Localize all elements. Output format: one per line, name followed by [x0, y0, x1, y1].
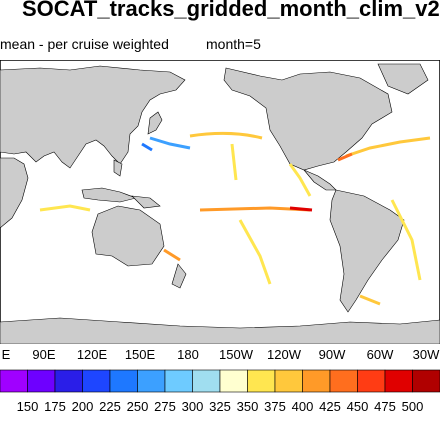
lon-label: 150W	[219, 347, 253, 362]
land-philippines	[113, 159, 123, 177]
track-west-coast	[288, 163, 312, 197]
colorbar-label: 275	[154, 399, 176, 414]
colorbar-label: 150	[16, 399, 39, 414]
colorbar-box	[247, 369, 276, 393]
colorbar-label: 475	[374, 399, 396, 414]
land-masses	[0, 63, 440, 344]
colorbar-box	[219, 369, 248, 393]
lon-label: 150E	[124, 347, 156, 362]
world-map	[0, 60, 440, 344]
colorbar-box	[357, 369, 386, 393]
track-drake	[359, 294, 381, 306]
track-atlantic-south	[390, 199, 422, 281]
colorbar-box	[82, 369, 111, 393]
land-indonesia	[81, 187, 138, 203]
colorbar-label: 500	[401, 399, 424, 414]
track-gulf-stream	[337, 152, 353, 162]
track-eq-red	[289, 206, 313, 212]
colorbar-label: 400	[291, 399, 314, 414]
colorbar-box	[192, 369, 221, 393]
colorbar-label: 375	[264, 399, 286, 414]
lon-label: 120W	[267, 347, 301, 362]
colorbar-box	[137, 369, 166, 393]
track-japan-blue	[141, 142, 153, 152]
colorbar	[0, 369, 440, 393]
colorbar-box	[384, 369, 413, 393]
track-tasman	[163, 248, 181, 262]
colorbar-box	[109, 369, 138, 393]
track-kuroshio	[149, 136, 191, 150]
month-label: month=5	[206, 36, 261, 52]
land-new-guinea	[131, 195, 161, 209]
lon-label: 90W	[318, 347, 346, 362]
land-south-america	[329, 189, 405, 313]
track-north-atlantic	[345, 136, 431, 158]
colorbar-box	[0, 369, 28, 393]
colorbar-label: 450	[346, 399, 369, 414]
track-north-pacific	[189, 131, 263, 140]
land-japan	[147, 111, 163, 135]
subtitle: mean - per cruise weighted	[0, 36, 169, 52]
land-antarctica	[0, 317, 440, 344]
colorbar-label: 250	[126, 399, 149, 414]
colorbar-label: 225	[99, 399, 121, 414]
colorbar-label: 175	[44, 399, 66, 414]
colorbar-label: 325	[209, 399, 231, 414]
lon-label: 60W	[366, 347, 394, 362]
track-hawaii	[230, 143, 238, 181]
land-africa	[0, 157, 29, 229]
colorbar-label: 350	[236, 399, 259, 414]
colorbar-label: 425	[319, 399, 341, 414]
lon-label: E	[1, 347, 11, 362]
track-south-pacific	[238, 219, 272, 285]
land-greenland	[377, 63, 429, 95]
map-title: SOCAT_tracks_gridded_month_clim_v2.n	[22, 0, 440, 21]
data-tracks	[39, 131, 431, 306]
colorbar-box	[329, 369, 358, 393]
colorbar-box	[27, 369, 56, 393]
land-australia	[91, 205, 165, 267]
lon-label: 180	[177, 347, 199, 362]
lon-label: 90E	[32, 347, 56, 362]
colorbar-box	[54, 369, 83, 393]
colorbar-label: 200	[71, 399, 94, 414]
lon-label: 120E	[76, 347, 108, 362]
track-indian	[39, 204, 91, 212]
lon-label: 30W	[412, 347, 440, 362]
colorbar-box	[164, 369, 193, 393]
colorbar-box	[412, 369, 440, 393]
colorbar-box	[302, 369, 331, 393]
land-new-zealand	[171, 263, 187, 289]
land-north-america	[223, 67, 393, 171]
colorbar-label: 300	[181, 399, 204, 414]
colorbar-box	[274, 369, 303, 393]
